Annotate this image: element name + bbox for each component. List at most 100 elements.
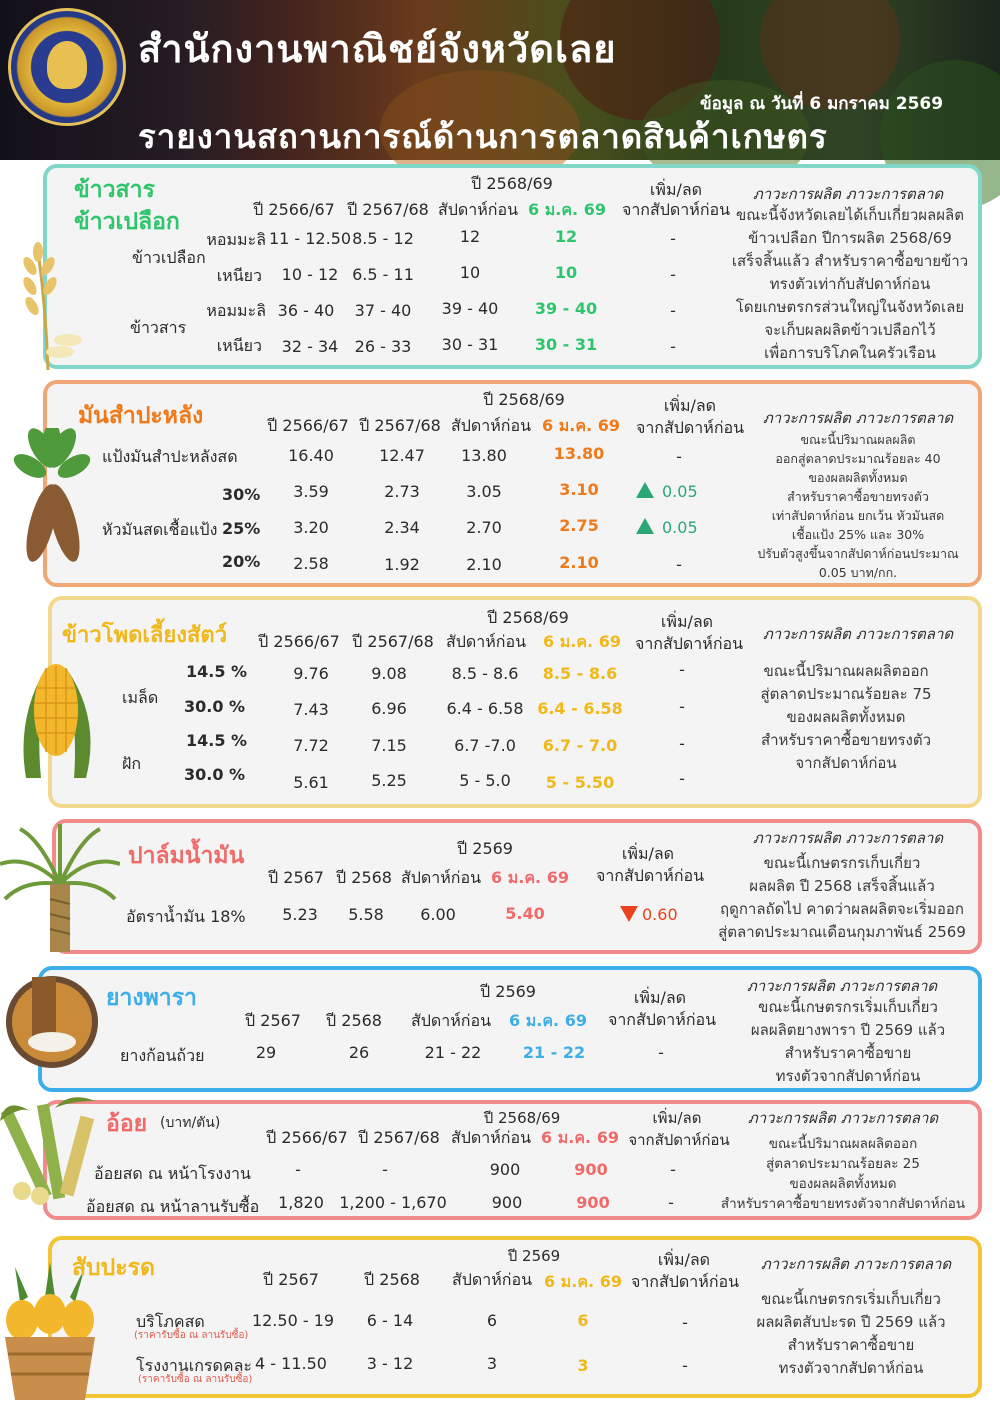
rice-col-change-sub: จากสัปดาห์ก่อน [621, 200, 731, 219]
sugarcane-title: อ้อย [106, 1111, 148, 1137]
note-line: ผลผลิตยางพารา ปี 2569 แล้ว [750, 1021, 946, 1039]
rubber-title: ยางพารา [106, 985, 197, 1011]
pineapple-row-now: 6 [577, 1311, 589, 1330]
note-line: ของผลผลิตทั้งหมด [789, 1176, 897, 1192]
cassava-row-y2: 1.92 [384, 555, 420, 574]
note-line: สำหรับราคาซื้อขายทรงตัว [787, 489, 929, 504]
palm-col-last: สัปดาห์ก่อน [400, 868, 482, 887]
corn-row-y1: 9.76 [293, 664, 329, 683]
corn-row-now: 6.7 - 7.0 [542, 736, 618, 755]
sugarcane-row-now: 900 [574, 1160, 608, 1179]
corn-col-last: สัปดาห์ก่อน [445, 632, 527, 651]
cassava-row-now: 3.10 [559, 480, 599, 499]
corn-row-last: 6.7 -7.0 [454, 736, 516, 755]
change-value: 0.05 [662, 518, 698, 537]
pineapple-title: สับปะรด [72, 1255, 155, 1281]
rice-row-type: เหนียว [216, 336, 262, 355]
cassava-col-y2: ปี 2567/68 [359, 416, 441, 435]
pineapple-situation-note: ขณะนี้เกษตรกรเริ่มเก็บเกี่ยว ผลผลิตสับปะ… [736, 1288, 966, 1380]
cassava-starch-label: แป้งมันสำปะหลังสด [102, 447, 238, 466]
rubber-year-group: ปี 2569 [480, 982, 536, 1001]
note-line: ขณะนี้เกษตรกรเริ่มเก็บเกี่ยว [758, 998, 938, 1016]
palm-situation-title: ภาวะการผลิต ภาวะการตลาด [752, 829, 944, 847]
cassava-row-last: 3.05 [466, 482, 502, 501]
cassava-starch-y1: 16.40 [288, 446, 334, 465]
corn-row-now: 5 - 5.50 [545, 773, 615, 792]
note-line: สำหรับราคาซื้อขายทรงตัวจากสัปดาห์ก่อน [720, 1196, 966, 1212]
sugarcane-situation-note: ขณะนี้ปริมาณผลผลิตออก สู่ตลาดประมาณร้อยล… [716, 1134, 970, 1214]
cassava-illustration [13, 428, 91, 562]
rice-row-now: 39 - 40 [534, 299, 598, 318]
note-line: ขณะนี้ปริมาณผลผลิตออก [768, 1136, 918, 1152]
rice-row-now: 30 - 31 [534, 335, 598, 354]
corn-row-change: - [679, 769, 685, 788]
rice-col-change: เพิ่ม/ลด [649, 180, 703, 199]
sugarcane-situation-title: ภาวะการผลิต ภาวะการตลาด [747, 1109, 939, 1127]
header-overlay [0, 0, 1000, 160]
rice-row-type: หอมมะลิ [206, 230, 266, 249]
rice-row-type: เหนียว [216, 266, 262, 285]
palm-card [52, 819, 982, 954]
vegetable-decoration [760, 0, 900, 110]
rubber-situation-note: ขณะนี้เกษตรกรเริ่มเก็บเกี่ยว ผลผลิตยางพา… [728, 996, 968, 1088]
pineapple-row-label: โรงงานเกรดคละ [136, 1356, 252, 1375]
note-line: สำหรับราคาซื้อขายทรงตัว [760, 731, 932, 749]
pineapple-row-sublabel: (ราคารับซื้อ ณ ลานรับซื้อ) [134, 1330, 249, 1341]
sugarcane-col-y2: ปี 2567/68 [358, 1128, 440, 1147]
rice-row-y2: 26 - 33 [354, 337, 412, 356]
cassava-row-y1: 2.58 [293, 554, 329, 573]
rice-row-change: - [670, 337, 676, 356]
cassava-col-now: 6 ม.ค. 69 [542, 416, 620, 435]
cassava-col-last: สัปดาห์ก่อน [450, 416, 532, 435]
pineapple-row-last: 3 [486, 1354, 498, 1373]
rice-year-group: ปี 2568/69 [471, 174, 553, 193]
corn-pct: 14.5 % [186, 731, 248, 750]
rice-row-change: - [670, 301, 676, 320]
corn-card [48, 596, 982, 808]
corn-row-y2: 9.08 [371, 664, 407, 683]
corn-row-now: 8.5 - 8.6 [542, 664, 618, 683]
palm-row-change: 0.60 [620, 905, 678, 924]
rice-row-change: - [670, 229, 676, 248]
paddy-label: ข้าวเปลือก [132, 248, 206, 267]
note-line: สำหรับราคาซื้อขาย [787, 1336, 915, 1354]
rice-row-y2: 37 - 40 [354, 301, 412, 320]
pineapple-row-change: - [682, 1313, 688, 1332]
note-line: สู่ตลาดประมาณเดือนกุมภาพันธ์ 2569 [718, 923, 966, 941]
palm-col-y1: ปี 2567 [268, 868, 324, 887]
corn-pct: 14.5 % [186, 662, 248, 681]
corn-cob-label: ฝัก [122, 754, 142, 773]
note-line: เชื้อแป้ง 25% และ 30% [791, 527, 925, 542]
cassava-starch-y2: 12.47 [379, 446, 425, 465]
report-title: รายงานสถานการณ์ด้านการตลาดสินค้าเกษตร [138, 117, 828, 156]
note-line: สู่ตลาดประมาณร้อยละ 25 [766, 1156, 920, 1172]
rubber-situation-title: ภาวะการผลิต ภาวะการตลาด [746, 977, 938, 995]
pineapple-row-sublabel: (ราคารับซื้อ ณ ลานรับซื้อ) [138, 1374, 253, 1385]
note-line: เท่าสัปดาห์ก่อน ยกเว้น หัวมันสด [771, 508, 945, 523]
report-date: ข้อมูล ณ วันที่ 6 มกราคม 2569 [700, 94, 944, 114]
cassava-starch-now: 13.80 [553, 444, 605, 463]
note-line: สำหรับราคาซื้อขาย [784, 1044, 912, 1062]
rice-row-y2: 8.5 - 12 [352, 229, 414, 248]
sugarcane-row-last: 900 [489, 1160, 521, 1179]
oil-palm-illustration [0, 824, 120, 952]
pineapple-col-y1: ปี 2567 [263, 1270, 319, 1289]
cassava-situation-note: ขณะนี้ปริมาณผลผลิต ออกสู่ตลาดประมาณร้อยล… [748, 430, 968, 582]
pineapple-row-y2: 3 - 12 [366, 1354, 414, 1373]
sugarcane-col-last: สัปดาห์ก่อน [450, 1128, 532, 1147]
cassava-starch-change: - [676, 447, 682, 466]
cassava-pct: 20% [222, 552, 261, 571]
pineapple-col-now: 6 ม.ค. 69 [544, 1272, 622, 1291]
rice-row-now: 10 [554, 263, 578, 282]
palm-row-last: 6.00 [420, 905, 456, 924]
cassava-row-now: 2.75 [559, 516, 599, 535]
cassava-col-change-sub: จากสัปดาห์ก่อน [635, 418, 745, 437]
sugarcane-illustration [0, 1097, 95, 1205]
rubber-col-change-sub: จากสัปดาห์ก่อน [607, 1010, 717, 1029]
sugarcane-row-y1: 1,820 [278, 1193, 324, 1212]
rubber-col-last: สัปดาห์ก่อน [410, 1011, 492, 1030]
corn-row-now: 6.4 - 6.58 [537, 699, 623, 718]
corn-row-last: 5 - 5.0 [459, 771, 511, 790]
sugarcane-row-y2: - [382, 1160, 388, 1179]
corn-row-change: - [679, 660, 685, 679]
